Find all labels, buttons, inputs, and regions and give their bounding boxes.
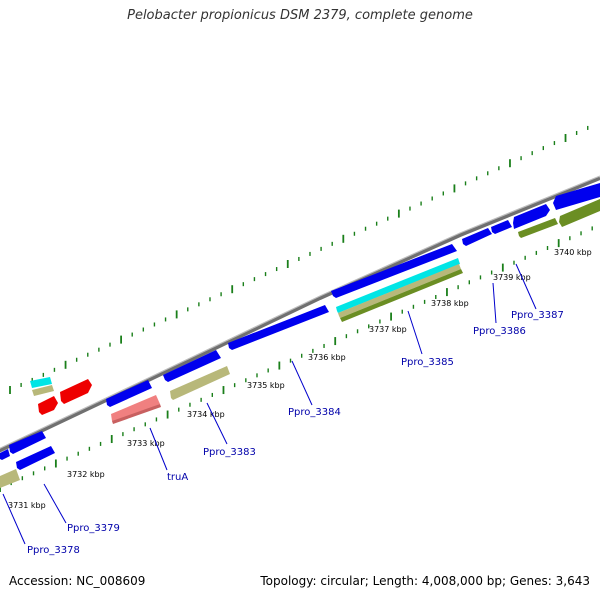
gene-forward-2[interactable]: [513, 204, 550, 229]
gene-label-ppro3378[interactable]: Ppro_3378: [27, 545, 80, 556]
gene-reverse-khaki-3383[interactable]: [170, 366, 230, 400]
gene-reverse-trua-pink-shade: [112, 404, 161, 424]
gene-forward-4[interactable]: [462, 228, 492, 246]
gene-forward-ppro3379[interactable]: [9, 431, 46, 454]
kbp-label-3732: 3732 kbp: [67, 470, 105, 479]
gene-label-ppro3383[interactable]: Ppro_3383: [203, 447, 256, 458]
leader-ppro3383: [206, 402, 228, 445]
gene-label-ppro3384[interactable]: Ppro_3384: [288, 407, 341, 418]
kbp-label-3736: 3736 kbp: [308, 353, 346, 362]
genome-backbone: [0, 176, 600, 453]
gene-forward-ppro3383[interactable]: [163, 350, 221, 382]
upper-tick-row: [9, 125, 589, 394]
gene-cyan-small[interactable]: [30, 377, 52, 388]
kbp-label-3731: 3731 kbp: [8, 501, 46, 510]
gene-forward-ppro3378[interactable]: [0, 449, 10, 460]
gene-forward-ppro3385[interactable]: [331, 244, 457, 298]
gene-reverse-trua-pink[interactable]: [111, 395, 160, 423]
gene-red-1[interactable]: [60, 379, 92, 404]
kbp-label-3740: 3740 kbp: [554, 248, 592, 257]
gene-forward-1[interactable]: [553, 183, 600, 210]
genome-backbone-highlight: [0, 175, 600, 449]
gene-reverse-olive-1[interactable]: [559, 199, 600, 227]
kbp-label-3739: 3739 kbp: [493, 273, 531, 282]
leader-ppro3387: [515, 263, 537, 310]
gene-forward-ppro3384[interactable]: [228, 305, 329, 350]
gene-khaki-small[interactable]: [32, 385, 54, 396]
genome-summary-text: Topology: circular; Length: 4,008,000 bp…: [260, 574, 590, 588]
kbp-label-3733: 3733 kbp: [127, 439, 165, 448]
gene-reverse-khaki-left[interactable]: [0, 469, 20, 488]
gene-label-trua[interactable]: truA: [167, 472, 188, 483]
kbp-label-3738: 3738 kbp: [431, 299, 469, 308]
gene-label-ppro3385[interactable]: Ppro_3385: [401, 357, 454, 368]
gene-label-ppro3387[interactable]: Ppro_3387: [511, 310, 564, 321]
gene-reverse-khaki-long[interactable]: [338, 264, 461, 318]
leader-lines: [2, 263, 537, 545]
gene-label-ppro3386[interactable]: Ppro_3386: [473, 326, 526, 337]
gene-forward-ppro3379b[interactable]: [16, 446, 55, 470]
gene-forward-3[interactable]: [491, 220, 512, 234]
gene-reverse-olive-long[interactable]: [340, 269, 463, 322]
gene-reverse-olive-2[interactable]: [518, 218, 558, 238]
lower-tick-row: [0, 226, 593, 492]
accession-text: Accession: NC_008609: [9, 574, 146, 588]
leader-ppro3385: [407, 310, 423, 355]
kbp-label-3737: 3737 kbp: [369, 325, 407, 334]
gene-forward-trua[interactable]: [106, 380, 152, 407]
genome-title: Pelobacter propionicus DSM 2379, complet…: [127, 8, 473, 23]
gene-label-ppro3379[interactable]: Ppro_3379: [67, 523, 120, 534]
leader-ppro3379: [43, 483, 67, 524]
leader-trua: [149, 427, 168, 471]
leader-ppro3384: [291, 360, 313, 406]
kbp-label-3734: 3734 kbp: [187, 410, 225, 419]
gene-reverse-cyan[interactable]: [336, 258, 460, 313]
kbp-label-3735: 3735 kbp: [247, 381, 285, 390]
leader-ppro3378: [2, 493, 26, 545]
leader-ppro3386: [492, 282, 497, 324]
gene-red-2[interactable]: [38, 396, 58, 415]
